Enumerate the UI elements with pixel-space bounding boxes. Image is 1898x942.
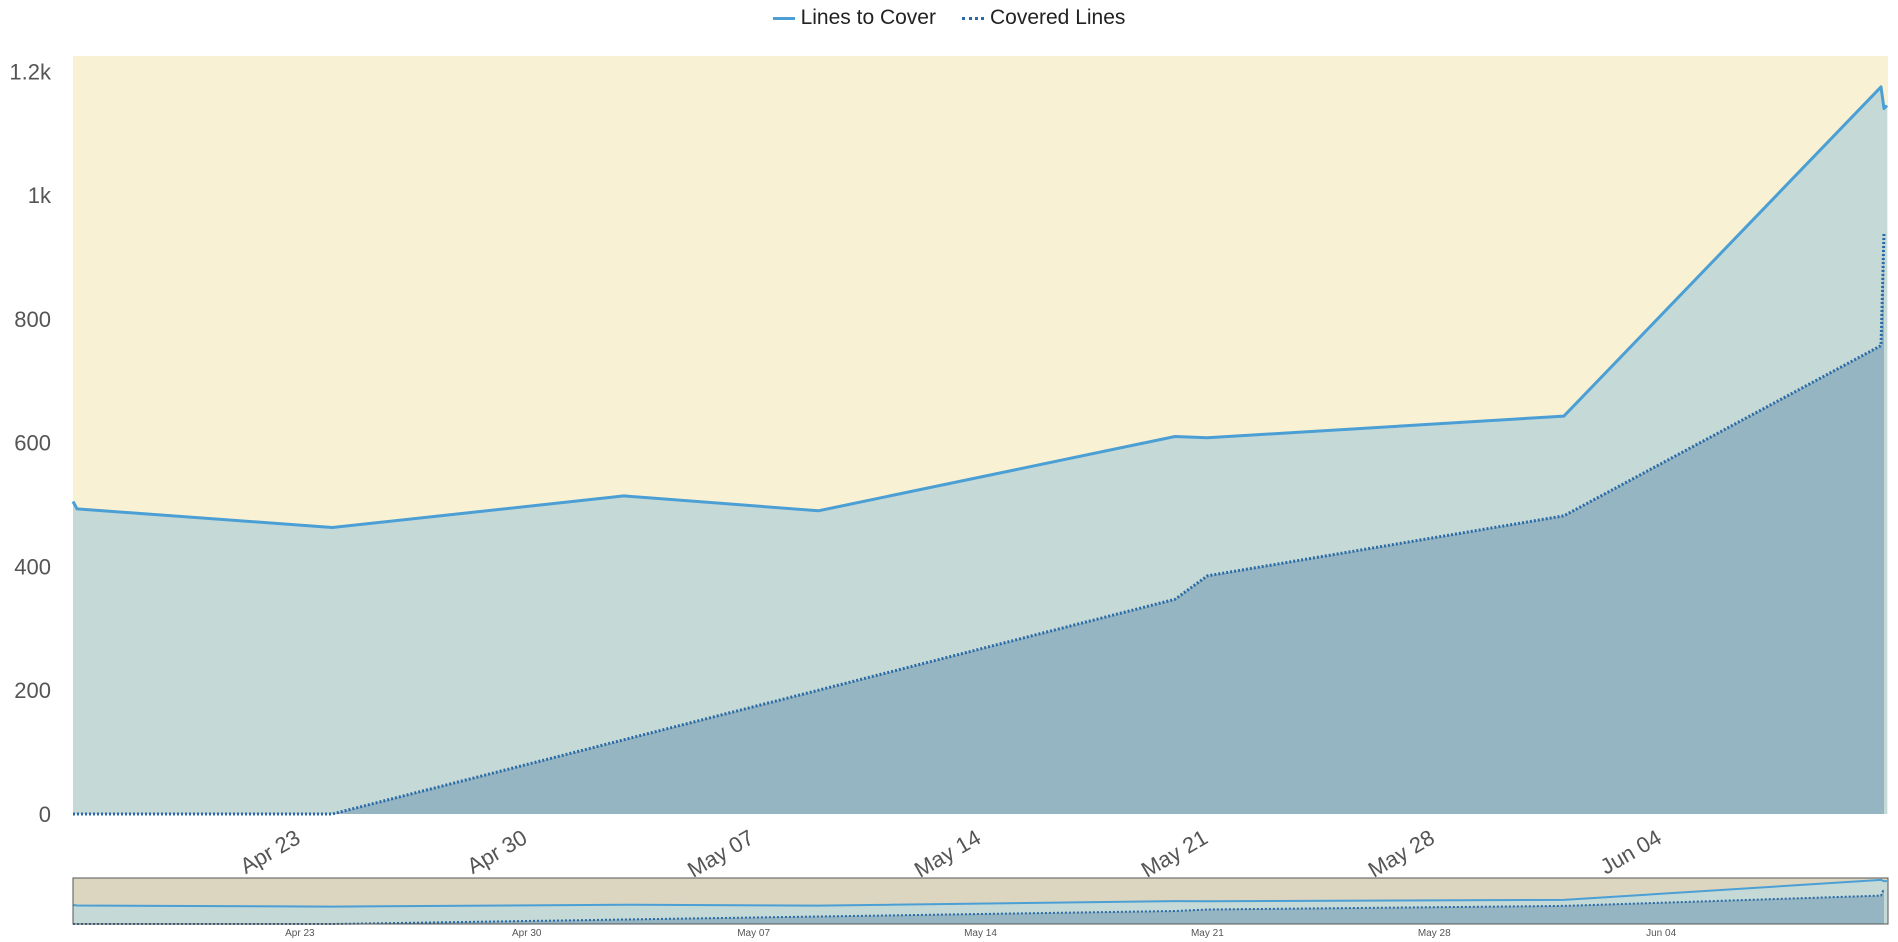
covered-lines-area xyxy=(73,232,1884,814)
legend-label-covered-lines: Covered Lines xyxy=(989,6,1126,29)
y-tick-label: 0 xyxy=(39,802,51,827)
y-tick-label: 200 xyxy=(14,678,51,703)
navigator-axis: Apr 23 Apr 30 May 07 May 14 May 21 May 28 Jun … xyxy=(285,928,1676,939)
x-tick-label: Apr 30 xyxy=(463,825,532,879)
legend-item-lines-to-cover[interactable]: Lines to Cover xyxy=(772,6,936,30)
navigator[interactable] xyxy=(72,877,1889,925)
x-axis: Apr 23 Apr 30 May 07 May 14 May 21 May 28 Jun … xyxy=(236,825,1666,883)
navigator-frame[interactable] xyxy=(72,877,1889,925)
x-tick-label: Apr 23 xyxy=(236,825,305,879)
y-tick-label: 600 xyxy=(14,431,51,456)
y-tick-label: 800 xyxy=(14,307,51,332)
y-tick-label: 400 xyxy=(14,554,51,579)
main-plot[interactable] xyxy=(71,56,1889,816)
navigator-tick-label: May 28 xyxy=(1418,928,1451,939)
y-tick-label: 1.2k xyxy=(9,59,52,84)
navigator-covered-lines-line[interactable] xyxy=(73,888,1885,925)
dotted-line-icon xyxy=(961,16,984,20)
y-tick-label: 1k xyxy=(28,183,52,208)
navigator-tick-label: Jun 04 xyxy=(1646,928,1676,939)
navigator-tick-label: Apr 30 xyxy=(512,928,542,939)
solid-line-icon xyxy=(772,16,795,20)
navigator-tick-label: Apr 23 xyxy=(285,928,315,939)
navigator-tick-label: May 07 xyxy=(737,928,770,939)
x-tick-label: May 21 xyxy=(1137,825,1212,883)
legend-item-covered-lines[interactable]: Covered Lines xyxy=(961,6,1126,30)
lines-to-cover-line[interactable] xyxy=(71,85,1889,529)
navigator-covered-lines-area xyxy=(73,888,1884,924)
y-axis: 0 200 400 600 800 1k 1.2k xyxy=(9,59,52,827)
navigator-tick-label: May 14 xyxy=(964,928,997,939)
legend: Lines to Cover Covered Lines xyxy=(0,5,1898,31)
x-tick-label: May 07 xyxy=(683,825,758,883)
x-tick-label: May 28 xyxy=(1364,825,1439,883)
legend-label-lines-to-cover: Lines to Cover xyxy=(800,6,936,29)
x-tick-label: Jun 04 xyxy=(1596,825,1666,880)
navigator-lines-to-cover-line[interactable] xyxy=(72,878,1888,908)
x-tick-label: May 14 xyxy=(910,825,985,883)
navigator-tick-label: May 21 xyxy=(1191,928,1224,939)
covered-lines-line[interactable] xyxy=(73,232,1886,816)
